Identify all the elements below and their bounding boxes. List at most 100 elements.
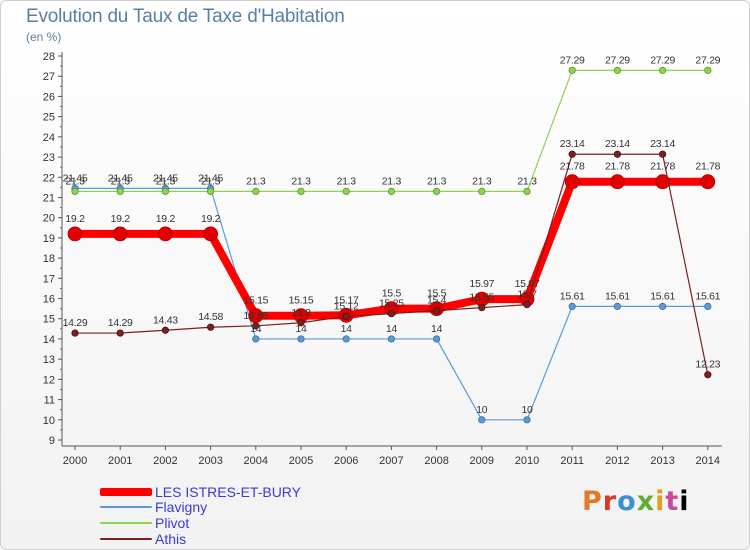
y-tick-label: 26 bbox=[43, 91, 55, 103]
data-point bbox=[568, 66, 576, 74]
data-label: 15.25 bbox=[379, 298, 404, 310]
data-point bbox=[658, 150, 667, 158]
chart-title: Evolution du Taux de Taxe d'Habitation bbox=[26, 6, 345, 27]
legend-label: Plivot bbox=[155, 515, 190, 531]
data-label: 23.14 bbox=[560, 138, 585, 150]
x-tick-label: 2012 bbox=[605, 455, 629, 467]
data-label: 14 bbox=[341, 323, 353, 335]
y-tick-label: 19 bbox=[43, 233, 55, 245]
y-tick-label: 15 bbox=[43, 314, 55, 326]
data-point bbox=[67, 226, 83, 242]
data-label: 19.2 bbox=[201, 213, 221, 225]
data-point bbox=[71, 329, 79, 337]
data-label: 10 bbox=[521, 404, 533, 416]
data-point bbox=[252, 322, 260, 330]
y-tick-label: 27 bbox=[43, 71, 55, 83]
legend-swatch bbox=[100, 506, 152, 508]
data-label: 21.3 bbox=[382, 175, 402, 187]
y-tick-label: 13 bbox=[43, 354, 55, 366]
data-point bbox=[161, 187, 169, 196]
data-label: 14 bbox=[295, 323, 307, 335]
data-label: 14.43 bbox=[153, 314, 178, 326]
x-tick-label: 2000 bbox=[63, 455, 87, 467]
legend-swatch bbox=[100, 522, 152, 524]
x-tick-label: 2006 bbox=[334, 455, 358, 467]
data-label: 21.3 bbox=[517, 175, 537, 187]
data-label: 14.8 bbox=[291, 307, 311, 319]
data-label: 15.61 bbox=[605, 290, 630, 302]
data-point bbox=[655, 174, 670, 190]
data-label: 23.14 bbox=[650, 138, 675, 150]
data-label: 27.29 bbox=[560, 54, 585, 66]
data-label: 21.45 bbox=[63, 172, 88, 184]
data-point bbox=[157, 226, 173, 242]
data-label: 19.2 bbox=[156, 213, 176, 225]
legend-label: LES ISTRES-ET-BURY bbox=[155, 484, 302, 500]
data-point bbox=[658, 302, 667, 311]
x-tick-label: 2005 bbox=[289, 455, 313, 467]
y-tick-label: 28 bbox=[43, 51, 55, 63]
data-point bbox=[387, 335, 395, 343]
data-label: 15.15 bbox=[289, 295, 314, 307]
data-label: 19.2 bbox=[111, 213, 131, 225]
data-point bbox=[116, 329, 124, 337]
data-label: 15.61 bbox=[650, 290, 675, 302]
data-label: 21.3 bbox=[291, 175, 311, 187]
data-point bbox=[207, 187, 215, 196]
data-point bbox=[704, 371, 712, 379]
y-tick-label: 11 bbox=[44, 395, 55, 407]
x-tick-label: 2003 bbox=[198, 455, 222, 467]
data-label: 23.14 bbox=[605, 138, 630, 150]
data-point bbox=[564, 174, 580, 190]
data-label: 10 bbox=[476, 404, 488, 416]
y-tick-label: 14 bbox=[43, 334, 55, 346]
legend-swatch bbox=[100, 488, 152, 496]
data-point bbox=[613, 66, 622, 74]
data-label: 14 bbox=[431, 323, 443, 335]
x-tick-label: 2011 bbox=[560, 455, 584, 467]
data-label: 15.15 bbox=[243, 295, 268, 307]
data-label: 12.23 bbox=[695, 359, 720, 371]
data-point bbox=[704, 302, 712, 311]
data-point bbox=[658, 66, 667, 74]
y-tick-label: 20 bbox=[43, 213, 55, 225]
data-label: 21.3 bbox=[111, 175, 131, 187]
data-label: 15.97 bbox=[515, 278, 540, 290]
data-label: 15.4 bbox=[427, 295, 447, 307]
data-label: 21.3 bbox=[201, 175, 221, 187]
data-point bbox=[207, 323, 215, 331]
data-label: 21.3 bbox=[427, 175, 447, 187]
data-point bbox=[523, 187, 531, 196]
y-tick-label: 25 bbox=[43, 112, 55, 124]
data-label: 19.2 bbox=[65, 213, 85, 225]
data-point bbox=[478, 416, 486, 424]
data-label: 14 bbox=[250, 323, 262, 335]
data-label: 27.29 bbox=[605, 54, 630, 66]
x-tick-label: 2007 bbox=[379, 455, 403, 467]
chart-subtitle: (en %) bbox=[26, 30, 62, 44]
data-label: 15.17 bbox=[334, 294, 359, 306]
data-point bbox=[112, 226, 128, 242]
data-point bbox=[478, 187, 486, 196]
data-point bbox=[568, 302, 576, 311]
data-label: 15.5 bbox=[427, 288, 447, 300]
data-label: 21.78 bbox=[650, 161, 675, 173]
data-point bbox=[432, 187, 441, 196]
data-label: 21.3 bbox=[65, 175, 85, 187]
x-tick-label: 2008 bbox=[424, 455, 448, 467]
legend-swatch bbox=[100, 538, 152, 540]
data-point bbox=[116, 187, 124, 196]
data-label: 15.61 bbox=[695, 290, 720, 302]
data-label: 21.78 bbox=[560, 161, 585, 173]
y-tick-label: 10 bbox=[43, 415, 55, 427]
data-label: 15.55 bbox=[469, 292, 494, 304]
x-tick-label: 2013 bbox=[650, 455, 674, 467]
data-label: 21.3 bbox=[246, 175, 266, 187]
data-point bbox=[161, 326, 169, 334]
data-point bbox=[342, 187, 350, 196]
data-label: 14 bbox=[386, 323, 398, 335]
data-point bbox=[478, 304, 486, 312]
data-label: 15.7 bbox=[517, 289, 537, 301]
